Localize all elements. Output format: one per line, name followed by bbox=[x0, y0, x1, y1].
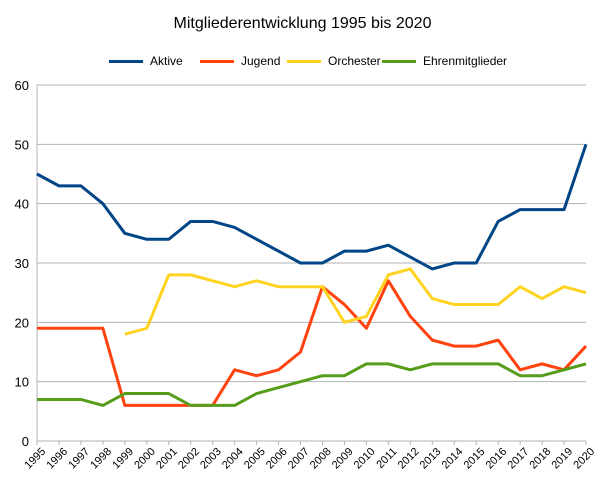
y-tick-labels: 0 10 20 30 40 50 60 bbox=[15, 78, 29, 449]
legend-label-jugend: Jugend bbox=[241, 54, 281, 68]
chart-title: Mitgliederentwicklung 1995 bis 2020 bbox=[173, 15, 432, 32]
x-tick-label: 2001 bbox=[154, 446, 180, 472]
y-tick-label: 10 bbox=[15, 375, 29, 390]
series-line-aktive bbox=[36, 143, 588, 271]
legend-item-orchester: Orchester bbox=[287, 54, 381, 68]
x-tick-label: 1998 bbox=[88, 446, 114, 472]
x-tick-label: 1999 bbox=[110, 446, 136, 472]
x-tick-label: 2012 bbox=[396, 446, 422, 472]
x-tick-label: 2018 bbox=[527, 446, 553, 472]
x-tick-label: 2011 bbox=[374, 446, 399, 471]
legend-swatch-ehrenmitglieder bbox=[382, 59, 416, 63]
legend-swatch-orchester bbox=[287, 59, 321, 63]
x-tick-label: 2007 bbox=[286, 446, 312, 472]
series-line-ehrenmitglieder bbox=[37, 362, 587, 407]
series-line-orchester bbox=[124, 267, 587, 336]
x-tick-label: 2000 bbox=[132, 446, 158, 472]
y-tick-label: 40 bbox=[15, 197, 29, 212]
y-tick-label: 30 bbox=[15, 256, 29, 271]
x-tick-label: 2002 bbox=[176, 446, 202, 472]
legend-item-jugend: Jugend bbox=[200, 54, 280, 68]
legend-swatch-jugend bbox=[200, 59, 234, 63]
legend-item-aktive: Aktive bbox=[109, 54, 183, 68]
y-tick-label: 60 bbox=[15, 78, 29, 93]
x-tick-label: 2009 bbox=[330, 446, 356, 472]
series-line-jugend bbox=[37, 279, 588, 407]
x-tick-label: 1995 bbox=[22, 446, 48, 472]
legend-item-ehrenmitglieder: Ehrenmitglieder bbox=[382, 54, 507, 68]
x-tick-label: 2013 bbox=[418, 446, 444, 472]
x-tick-label: 2010 bbox=[352, 446, 378, 472]
x-tick-label: 2020 bbox=[571, 446, 597, 472]
legend-label-aktive: Aktive bbox=[150, 54, 183, 68]
series-lines bbox=[36, 143, 588, 407]
x-tick-label: 2004 bbox=[220, 446, 246, 472]
x-tick-label: 2015 bbox=[462, 446, 488, 472]
x-tick-label: 2017 bbox=[506, 446, 532, 472]
legend-label-orchester: Orchester bbox=[328, 54, 381, 68]
x-tick-label: 1996 bbox=[44, 446, 70, 472]
x-tick-label: 2008 bbox=[308, 446, 334, 472]
legend-swatch-aktive bbox=[109, 59, 143, 63]
x-tick-labels: 1995199619971998199920002001200220032004… bbox=[22, 441, 597, 472]
x-tick-label: 2019 bbox=[549, 446, 575, 472]
y-tick-label: 0 bbox=[22, 434, 29, 449]
axes bbox=[36, 85, 586, 442]
x-tick-label: 2005 bbox=[242, 446, 268, 472]
y-tick-label: 20 bbox=[15, 315, 29, 330]
x-tick-label: 2003 bbox=[198, 446, 224, 472]
legend-label-ehrenmitglieder: Ehrenmitglieder bbox=[423, 54, 508, 68]
y-tick-label: 50 bbox=[15, 137, 29, 152]
x-tick-label: 2016 bbox=[484, 446, 510, 472]
x-tick-label: 2006 bbox=[264, 446, 290, 472]
x-tick-label: 1997 bbox=[66, 446, 92, 472]
x-tick-label: 2014 bbox=[440, 446, 466, 472]
